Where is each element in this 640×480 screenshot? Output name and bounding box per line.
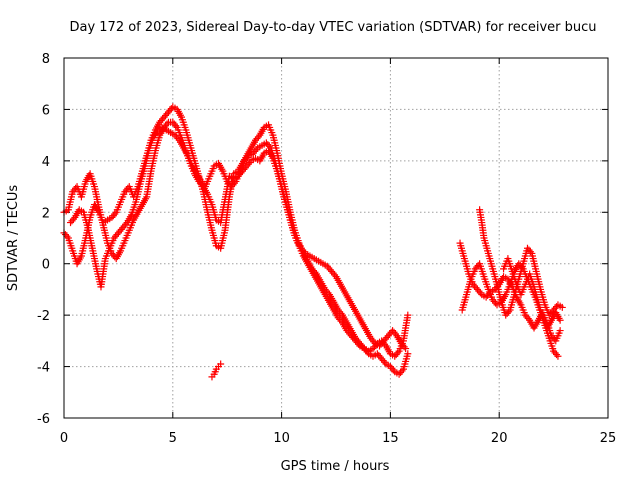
data-point-interp xyxy=(252,146,260,154)
data-point xyxy=(404,311,412,319)
y-tick-label: -2 xyxy=(37,309,50,324)
data-point-interp xyxy=(265,142,273,150)
data-point xyxy=(217,360,225,368)
data-point-interp xyxy=(389,366,397,374)
y-tick-label: 8 xyxy=(42,52,50,67)
data-point-interp xyxy=(172,122,180,130)
data-point-interp xyxy=(370,338,378,346)
data-point-interp xyxy=(254,133,262,141)
data-point-interp xyxy=(111,210,119,218)
x-tick-label: 20 xyxy=(491,431,508,446)
y-tick-label: 6 xyxy=(42,103,50,118)
x-axis-label: GPS time / hours xyxy=(281,459,390,474)
data-point xyxy=(404,350,412,358)
data-point xyxy=(402,345,410,353)
y-tick-label: 0 xyxy=(42,258,50,273)
data-point-interp xyxy=(174,135,182,143)
data-point-interp xyxy=(400,343,408,351)
x-tick-label: 5 xyxy=(169,431,177,446)
y-tick-label: 4 xyxy=(42,155,50,170)
data-point-interp xyxy=(122,220,130,228)
data-point xyxy=(556,316,564,324)
x-tick-label: 25 xyxy=(600,431,617,446)
data-point-interp xyxy=(505,308,513,316)
data-point-interp xyxy=(526,248,534,256)
x-tick-label: 15 xyxy=(382,431,399,446)
data-point-interp xyxy=(354,340,362,348)
data-point-interp xyxy=(331,271,339,279)
data-point xyxy=(558,303,566,311)
x-tick-label: 10 xyxy=(273,431,290,446)
data-point xyxy=(554,352,562,360)
data-point xyxy=(556,327,564,335)
y-tick-labels: -6 -4 -2 0 2 4 6 8 xyxy=(37,52,50,427)
x-tick-label: 0 xyxy=(60,431,68,446)
y-axis-label: SDTVAR / TECUs xyxy=(6,185,21,292)
x-tick-labels: 0 5 10 15 20 25 xyxy=(60,431,616,446)
data-point-interp xyxy=(163,120,171,128)
data-points xyxy=(60,103,566,381)
data-point-interp xyxy=(69,215,77,223)
data-point-interp xyxy=(391,330,399,338)
data-point-interp xyxy=(244,153,252,161)
y-tick-label: -4 xyxy=(37,361,50,376)
y-tick-label: 2 xyxy=(42,206,50,221)
data-point-interp xyxy=(230,179,238,187)
data-point-interp xyxy=(476,289,484,297)
axis-ticks xyxy=(63,57,609,419)
plot-frame xyxy=(63,57,609,419)
data-point-interp xyxy=(398,367,406,375)
y-tick-label: -6 xyxy=(37,412,50,427)
data-point-interp xyxy=(246,159,254,167)
data-point-interp xyxy=(553,351,561,359)
data-point-interp xyxy=(63,232,71,240)
data-point-interp xyxy=(394,349,402,357)
data-point-interp xyxy=(337,317,345,325)
data-point-interp xyxy=(381,358,389,366)
chart-title: Day 172 of 2023, Sidereal Day-to-day VTE… xyxy=(69,20,596,35)
data-point-interp xyxy=(524,315,532,323)
data-point-interp xyxy=(300,248,308,256)
grid-lines xyxy=(64,58,608,418)
